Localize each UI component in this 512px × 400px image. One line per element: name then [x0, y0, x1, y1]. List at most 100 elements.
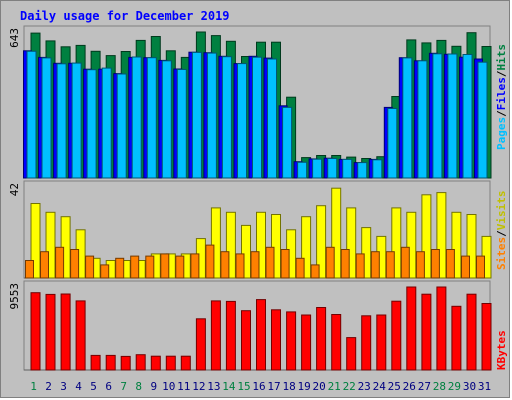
bar-sites-4: [70, 249, 80, 279]
chart-title: Daily usage for December 2019: [20, 9, 230, 23]
bar-visits-21: [331, 187, 342, 279]
x-tick-label-22: 22: [343, 380, 356, 393]
bar-kbytes-16: [256, 299, 266, 371]
bar-pages-23: [357, 162, 368, 179]
bar-kbytes-23: [361, 315, 372, 371]
bar-pages-5: [86, 69, 97, 179]
bar-sites-30: [461, 255, 470, 279]
bar-sites-15: [235, 253, 245, 279]
x-tick-label-28: 28: [433, 380, 446, 393]
bar-sites-10: [160, 253, 170, 279]
bar-kbytes-3: [60, 293, 71, 371]
x-tick-label-14: 14: [222, 380, 236, 393]
legend-pages: Pages: [495, 117, 508, 150]
bar-sites-5: [85, 255, 95, 279]
legend-kbytes: KBytes: [495, 330, 508, 370]
bar-pages-20: [312, 158, 323, 179]
bar-sites-21: [325, 246, 335, 279]
bar-kbytes-31: [481, 303, 492, 371]
bar-visits-13: [210, 207, 221, 279]
bar-visits-19: [301, 216, 312, 279]
bar-sites-24: [370, 251, 380, 279]
x-tick-label-4: 4: [75, 380, 82, 393]
legend-separator: /: [495, 230, 508, 237]
panel-side-label: Sites/Visits: [495, 191, 508, 271]
bar-pages-4: [71, 62, 82, 179]
x-tick-label-30: 30: [463, 380, 476, 393]
bar-pages-24: [372, 159, 383, 179]
bar-kbytes-30: [466, 293, 477, 371]
bar-kbytes-2: [45, 293, 56, 371]
bar-kbytes-27: [421, 293, 432, 371]
bar-pages-13: [206, 52, 217, 179]
legend-separator: /: [495, 110, 508, 117]
bar-sites-19: [295, 257, 305, 279]
bar-sites-22: [340, 249, 350, 279]
legend-separator: /: [495, 70, 508, 77]
bar-sites-11: [175, 255, 185, 279]
bar-pages-22: [342, 158, 353, 179]
bar-pages-11: [176, 69, 187, 179]
bar-sites-27: [415, 251, 425, 279]
bar-visits-17: [271, 214, 281, 279]
x-tick-label-29: 29: [448, 380, 461, 393]
bar-sites-3: [55, 246, 65, 279]
bar-pages-21: [327, 158, 338, 179]
legend-visits: Visits: [495, 191, 508, 231]
bar-kbytes-25: [391, 300, 402, 371]
x-tick-label-26: 26: [403, 380, 416, 393]
x-tick-label-9: 9: [150, 380, 157, 393]
bar-visits-29: [451, 211, 462, 279]
x-tick-label-6: 6: [105, 380, 112, 393]
bar-kbytes-22: [346, 337, 357, 371]
bar-pages-3: [56, 63, 67, 179]
bar-pages-17: [267, 58, 277, 179]
bar-visits-1: [30, 203, 41, 279]
bar-sites-8: [130, 255, 140, 279]
bar-sites-20: [310, 264, 320, 279]
x-tick-label-16: 16: [252, 380, 265, 393]
x-tick-label-15: 15: [237, 380, 250, 393]
bar-kbytes-9: [150, 355, 161, 371]
bar-kbytes-11: [180, 355, 191, 371]
bar-sites-18: [280, 249, 290, 279]
bar-visits-2: [45, 211, 56, 279]
bar-kbytes-17: [271, 309, 281, 371]
bar-kbytes-24: [376, 314, 387, 371]
bar-sites-17: [265, 246, 275, 279]
bar-pages-27: [417, 60, 428, 179]
legend-sites: Sites: [495, 237, 508, 270]
bar-visits-27: [421, 194, 432, 279]
panel-side-label: KBytes: [495, 330, 508, 370]
x-tick-label-17: 17: [267, 380, 280, 393]
bar-visits-16: [256, 211, 266, 279]
panel-max-label: 9553: [8, 283, 21, 310]
x-tick-label-7: 7: [120, 380, 127, 393]
bar-sites-25: [385, 251, 395, 279]
x-tick-label-11: 11: [177, 380, 190, 393]
bar-kbytes-1: [30, 292, 41, 371]
bar-kbytes-10: [165, 355, 176, 371]
bar-pages-28: [432, 53, 443, 179]
bar-pages-19: [297, 161, 308, 179]
bar-pages-1: [26, 50, 37, 179]
bar-pages-16: [252, 56, 262, 179]
bar-visits-20: [316, 205, 327, 279]
bar-kbytes-14: [225, 300, 236, 371]
x-tick-label-23: 23: [358, 380, 371, 393]
bar-sites-2: [40, 251, 49, 279]
x-tick-label-8: 8: [135, 380, 142, 393]
bar-sites-14: [220, 251, 230, 279]
bar-sites-16: [250, 251, 260, 279]
bar-pages-31: [477, 61, 488, 179]
bar-kbytes-26: [406, 286, 417, 371]
panel-max-label: 643: [8, 28, 21, 48]
x-tick-label-2: 2: [45, 380, 52, 393]
bar-kbytes-29: [451, 305, 462, 371]
x-tick-label-25: 25: [388, 380, 401, 393]
bar-sites-9: [145, 255, 155, 279]
bar-kbytes-13: [210, 300, 221, 371]
bar-sites-23: [355, 253, 365, 279]
bar-kbytes-20: [316, 307, 327, 371]
